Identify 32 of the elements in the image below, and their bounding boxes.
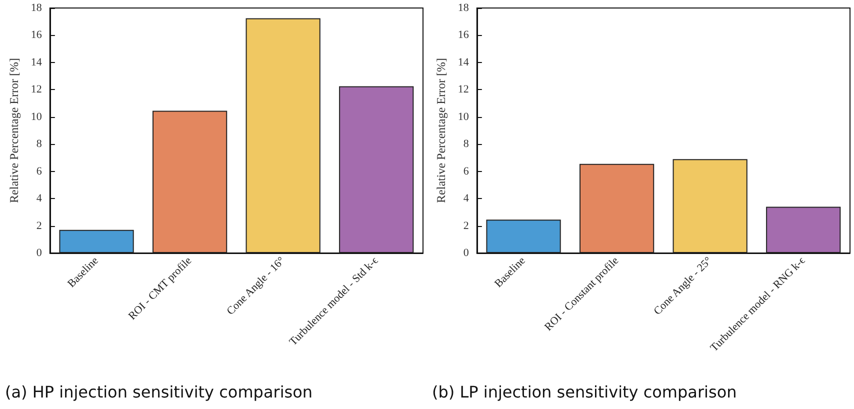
- y-tick-label: 16: [30, 29, 42, 42]
- text: (a) HP injection sensitivity comparison: [5, 382, 313, 402]
- bar: [339, 86, 414, 253]
- bar: [246, 18, 320, 253]
- y-tick-label: 6: [36, 165, 42, 178]
- bar: [580, 164, 654, 253]
- y-tick-label: 4: [36, 192, 42, 205]
- y-tick-label: 18: [30, 2, 42, 14]
- y-tick-label: 8: [463, 138, 470, 150]
- y-tick-label: 12: [30, 84, 42, 96]
- bar: [766, 206, 841, 253]
- bar: [59, 230, 134, 253]
- y-tick-label: 18: [458, 2, 470, 14]
- y-tick-label: 4: [463, 192, 470, 205]
- bar: [152, 110, 228, 253]
- y-tick-label: 12: [458, 84, 469, 96]
- y-tick-label: 14: [458, 56, 470, 68]
- y-tick-label: 8: [36, 138, 42, 150]
- y-tick-label: 0: [36, 247, 42, 259]
- y-tick-label: 2: [463, 220, 469, 232]
- bar: [672, 159, 748, 253]
- text: (b) LP injection sensitivity comparison: [432, 382, 737, 402]
- y-tick-label: 10: [458, 110, 470, 123]
- y-axis-title: Relative Percentage Error [%]: [434, 58, 448, 203]
- y-tick-label: 16: [458, 29, 470, 42]
- y-tick-label: 2: [36, 220, 42, 232]
- y-axis-title: Relative Percentage Error [%]: [7, 58, 21, 203]
- y-tick-label: 10: [30, 110, 42, 123]
- y-tick-label: 6: [463, 165, 470, 178]
- y-tick-label: 14: [30, 56, 42, 68]
- bar: [486, 220, 561, 253]
- y-tick-label: 0: [463, 247, 470, 259]
